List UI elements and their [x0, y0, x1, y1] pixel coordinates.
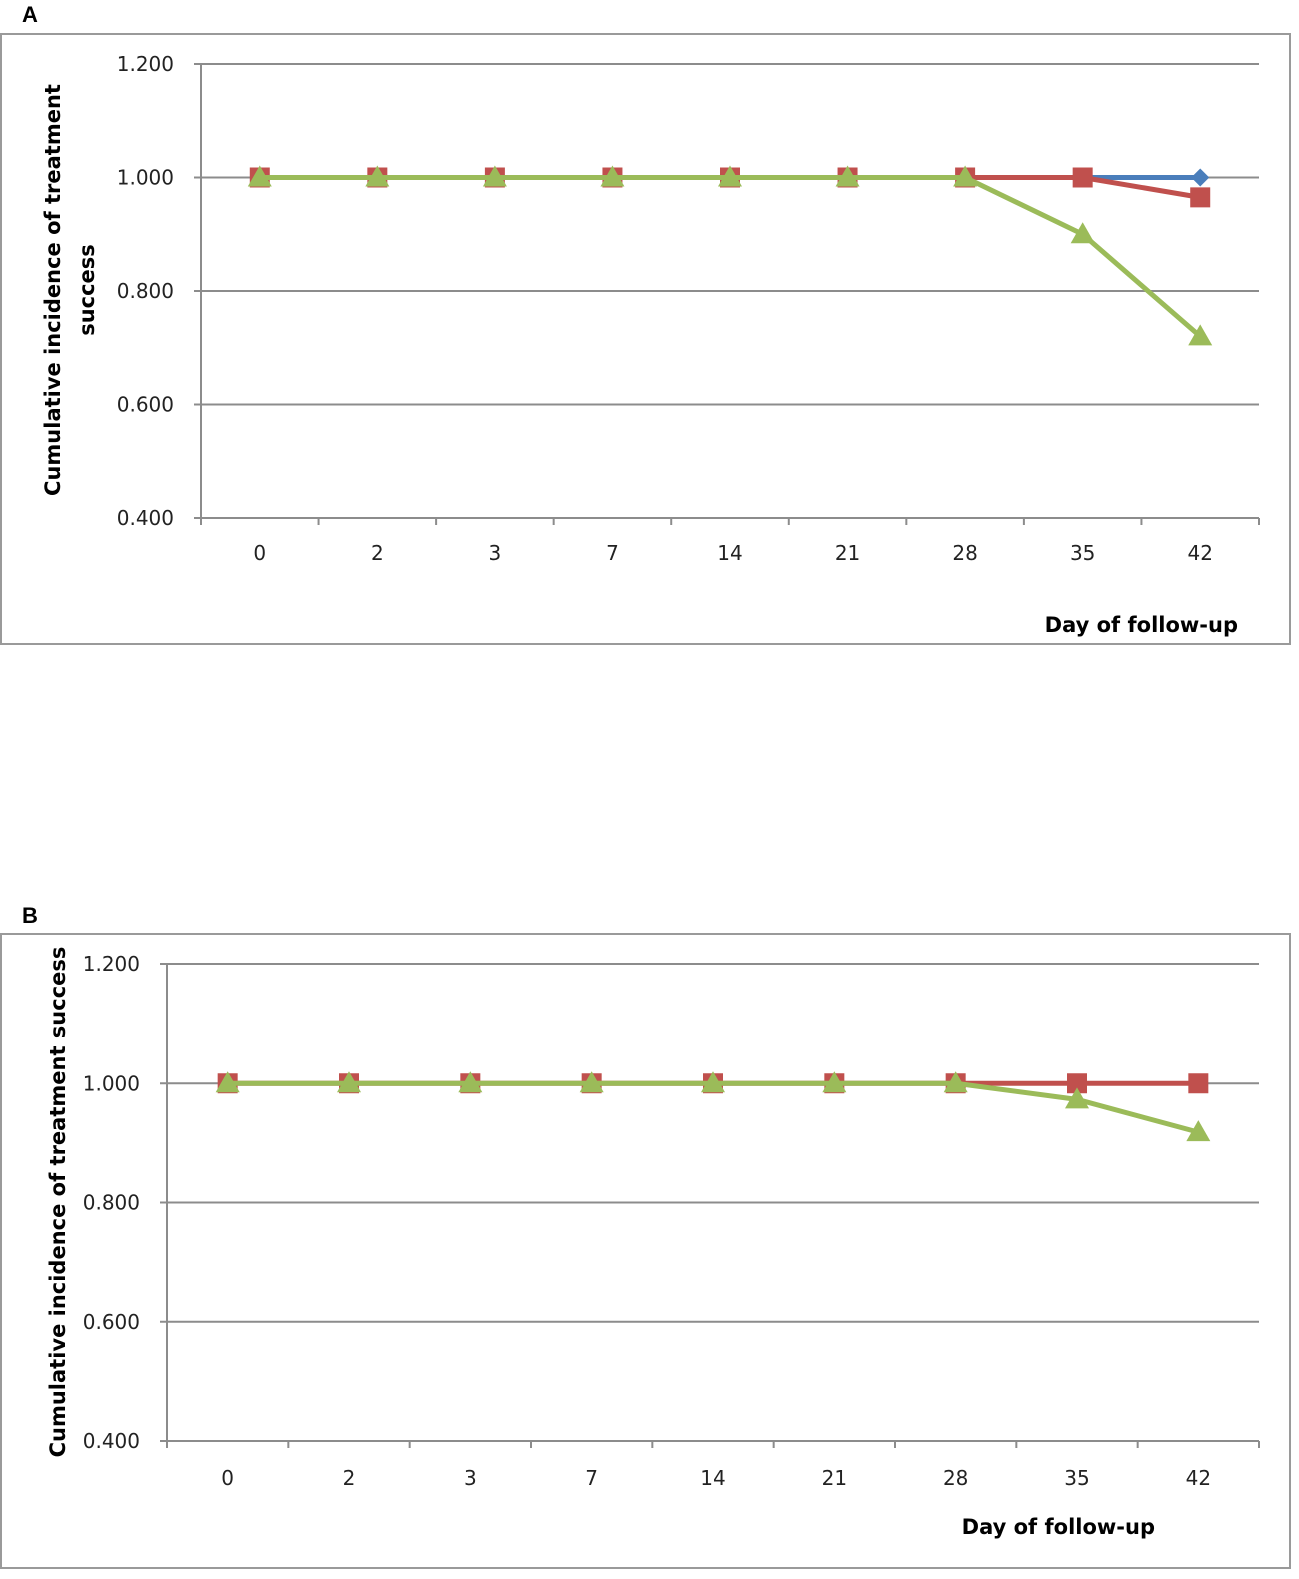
- green-series-point: [701, 1071, 725, 1093]
- green-series-point: [1186, 1120, 1211, 1142]
- y-tick-label: 1.200: [83, 952, 140, 976]
- green-series-point: [953, 165, 978, 187]
- red-series-point: [1067, 1073, 1087, 1094]
- green-series-point: [718, 165, 742, 187]
- y-tick-label: 0.800: [117, 279, 174, 303]
- green-series-point: [215, 1071, 240, 1093]
- x-tick-label: 28: [943, 1466, 968, 1490]
- x-tick-label: 0: [253, 541, 266, 565]
- x-tick-label: 2: [343, 1466, 356, 1490]
- green-series-point: [247, 165, 272, 187]
- x-tick-label: 3: [464, 1466, 477, 1490]
- y-tick-label: 1.000: [117, 166, 174, 190]
- y-tick-label: 1.000: [83, 1071, 140, 1095]
- green-series-point: [835, 165, 860, 187]
- green-series-point: [482, 165, 507, 187]
- y-tick-label: 0.400: [83, 1429, 140, 1453]
- green-series-point: [1065, 1087, 1089, 1109]
- chart-frame-b: 0.400 0.600 0.800 1.000 1.200 0 2 3 7 14 21 28 35 42 D…: [0, 933, 1291, 1569]
- green-series-point: [365, 165, 390, 187]
- red-series-point: [1072, 167, 1093, 188]
- x-tick-label: 7: [585, 1466, 598, 1490]
- panel-label-a: A: [22, 2, 38, 27]
- line-chart-a: 0.400 0.600 0.800 1.000 1.200 0 2 3 7 14 21 28 35 42 D…: [41, 52, 1260, 637]
- y-tick-label: 0.400: [117, 506, 174, 530]
- y-axis-title: Cumulative incidence of treatment: [41, 84, 65, 496]
- green-series-point: [822, 1071, 847, 1093]
- x-tick-label: 35: [1070, 541, 1095, 565]
- x-axis-title: Day of follow-up: [1045, 613, 1238, 637]
- green-series-point: [943, 1071, 968, 1093]
- x-tick-label: 14: [700, 1466, 725, 1490]
- blue-series-point: [1191, 168, 1210, 187]
- y-tick-label: 0.600: [83, 1310, 140, 1334]
- x-axis-title: Day of follow-up: [962, 1515, 1155, 1539]
- green-series-point: [579, 1071, 604, 1093]
- x-tick-label: 42: [1186, 1466, 1211, 1490]
- green-series-line: [259, 175, 1202, 339]
- x-tick-label: 2: [371, 541, 384, 565]
- red-series-point: [1188, 1073, 1209, 1094]
- panel-label-b: B: [22, 903, 38, 928]
- x-tick-label: 14: [717, 541, 742, 565]
- x-tick-label: 0: [221, 1466, 234, 1490]
- y-axis-title: success: [75, 244, 99, 336]
- x-tick-label: 42: [1187, 541, 1212, 565]
- y-tick-label: 1.200: [117, 52, 174, 76]
- y-tick-label: 0.600: [117, 393, 174, 417]
- green-series-point: [458, 1071, 483, 1093]
- y-axis-title: Cumulative incidence of treatment succes…: [46, 947, 70, 1458]
- y-tick-label: 0.800: [83, 1191, 140, 1215]
- red-series-point: [1190, 187, 1211, 208]
- green-series-point: [1070, 222, 1095, 244]
- chart-frame-a: 0.400 0.600 0.800 1.000 1.200 0 2 3 7 14 21 28 35 42 D…: [0, 33, 1291, 645]
- line-chart-b: 0.400 0.600 0.800 1.000 1.200 0 2 3 7 14 21 28 35 42 D…: [46, 947, 1260, 1539]
- x-tick-label: 28: [952, 541, 977, 565]
- green-series-point: [337, 1071, 361, 1093]
- x-tick-label: 3: [489, 541, 502, 565]
- green-series-point: [1188, 324, 1213, 346]
- green-series-point: [600, 165, 625, 187]
- x-tick-label: 21: [835, 541, 860, 565]
- x-tick-label: 7: [606, 541, 619, 565]
- x-tick-label: 21: [822, 1466, 847, 1490]
- x-tick-label: 35: [1064, 1466, 1089, 1490]
